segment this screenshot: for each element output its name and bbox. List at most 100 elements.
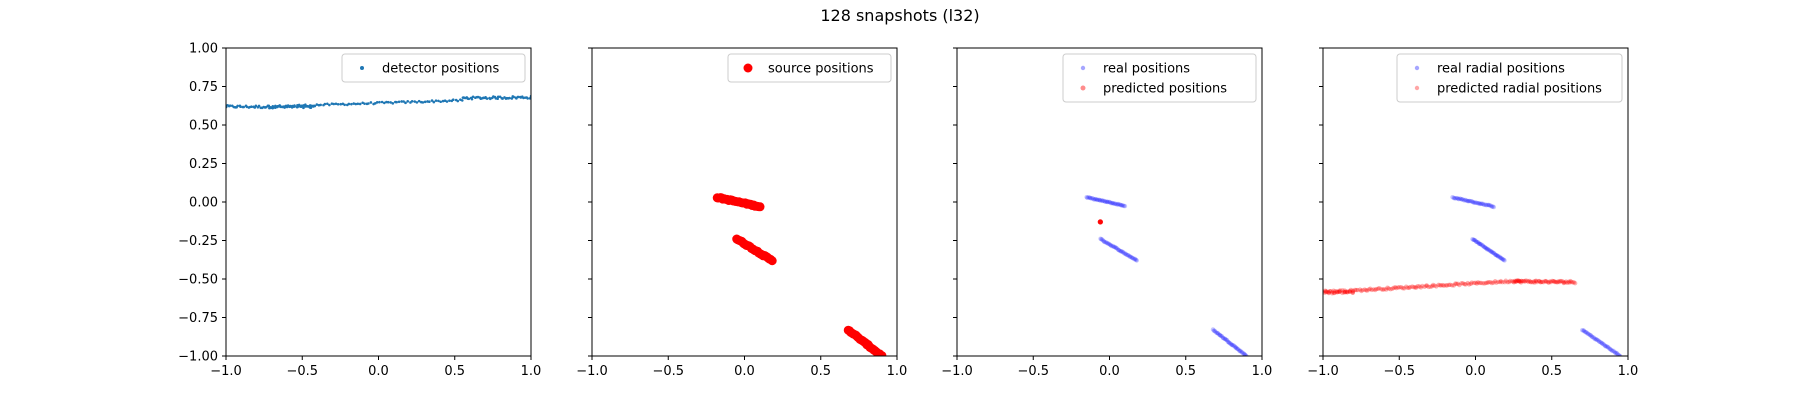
y-tick-label: 0.25 bbox=[189, 157, 218, 172]
data-point bbox=[343, 103, 346, 107]
data-point bbox=[1517, 279, 1522, 284]
data-point bbox=[1359, 288, 1364, 294]
data-point bbox=[1531, 279, 1537, 284]
data-point bbox=[1600, 341, 1605, 346]
data-point bbox=[1116, 247, 1121, 253]
x-tick-label: −1.0 bbox=[1307, 364, 1339, 379]
data-point bbox=[1490, 250, 1496, 256]
data-point bbox=[1110, 201, 1116, 206]
data-point bbox=[1469, 199, 1474, 204]
data-point bbox=[1605, 344, 1610, 350]
data-point bbox=[291, 104, 294, 108]
data-point bbox=[1467, 198, 1472, 204]
data-point bbox=[389, 101, 392, 104]
data-point bbox=[415, 101, 419, 104]
x-tick-label: 0.5 bbox=[810, 364, 831, 379]
data-point bbox=[1483, 280, 1489, 286]
data-point bbox=[1355, 287, 1360, 293]
data-point bbox=[1588, 333, 1593, 338]
legend: real positions predicted positions bbox=[1062, 53, 1257, 103]
x-tick-label: 0.5 bbox=[1541, 364, 1562, 379]
data-point bbox=[1104, 199, 1110, 205]
data-point bbox=[1449, 283, 1455, 288]
data-point bbox=[1113, 245, 1118, 250]
data-point bbox=[1455, 281, 1461, 286]
y-tick-label: 0.75 bbox=[189, 80, 218, 95]
data-point bbox=[1468, 281, 1474, 286]
data-point bbox=[1471, 237, 1477, 243]
data-point bbox=[767, 256, 777, 266]
chart-panel-4: −1.0 −0.5 0.0 0.5 1.0 real radial positions pr… bbox=[1307, 47, 1638, 379]
data-point bbox=[1543, 278, 1549, 284]
data-point bbox=[1234, 346, 1240, 351]
data-point bbox=[1120, 249, 1125, 255]
data-point bbox=[445, 100, 449, 103]
data-point bbox=[1337, 289, 1342, 295]
data-point bbox=[1593, 337, 1599, 342]
data-point bbox=[1587, 332, 1592, 337]
data-point bbox=[1116, 247, 1122, 253]
data-point bbox=[1099, 237, 1104, 242]
data-point bbox=[1538, 279, 1543, 285]
data-point bbox=[1092, 197, 1097, 202]
data-point bbox=[242, 105, 246, 109]
series-1 bbox=[226, 94, 531, 110]
series-1 bbox=[712, 193, 887, 356]
data-point bbox=[1424, 283, 1430, 288]
data-point bbox=[1479, 242, 1484, 247]
data-point bbox=[1484, 246, 1489, 251]
data-point bbox=[1352, 287, 1358, 293]
data-point bbox=[470, 97, 474, 101]
data-point bbox=[1362, 287, 1367, 292]
data-point bbox=[1516, 278, 1521, 284]
data-point bbox=[1563, 279, 1569, 284]
data-point bbox=[528, 97, 531, 100]
data-point bbox=[1513, 279, 1519, 284]
data-point bbox=[1323, 290, 1329, 295]
y-tick-label: 0.50 bbox=[189, 119, 218, 134]
data-point bbox=[1350, 288, 1355, 293]
data-point bbox=[1422, 284, 1427, 290]
data-point bbox=[1326, 289, 1331, 295]
data-point bbox=[1465, 280, 1470, 286]
data-point bbox=[1324, 289, 1330, 295]
data-point bbox=[1551, 278, 1556, 284]
data-point bbox=[1222, 336, 1227, 342]
x-tick-label: −0.5 bbox=[286, 364, 318, 379]
data-point bbox=[1613, 350, 1618, 356]
data-point bbox=[1589, 334, 1595, 339]
data-point bbox=[1231, 343, 1237, 348]
data-point bbox=[1443, 283, 1449, 288]
data-point bbox=[1237, 347, 1242, 353]
y-tick-label: −0.75 bbox=[178, 311, 218, 326]
data-point bbox=[1567, 280, 1572, 285]
data-point bbox=[1341, 290, 1347, 295]
data-point bbox=[1474, 200, 1480, 206]
data-point bbox=[1546, 279, 1551, 285]
data-point bbox=[1108, 201, 1114, 206]
data-point bbox=[1128, 254, 1133, 259]
data-point bbox=[1436, 282, 1441, 288]
data-point bbox=[1597, 339, 1602, 345]
data-point bbox=[1232, 344, 1238, 349]
data-point bbox=[1390, 286, 1395, 291]
data-point bbox=[1410, 284, 1415, 289]
data-point bbox=[1329, 291, 1335, 296]
figure-title: 128 snapshots (l32) bbox=[820, 6, 980, 25]
data-point bbox=[1357, 287, 1363, 292]
data-point bbox=[460, 99, 464, 102]
data-point bbox=[1480, 201, 1486, 207]
data-point bbox=[437, 99, 440, 103]
data-point bbox=[1424, 283, 1429, 288]
legend-marker bbox=[360, 66, 364, 70]
data-point bbox=[1115, 246, 1120, 251]
data-point bbox=[1364, 288, 1370, 293]
data-point bbox=[1459, 197, 1465, 202]
data-point bbox=[1094, 197, 1099, 202]
data-point bbox=[1104, 240, 1110, 246]
data-point bbox=[1326, 290, 1332, 295]
data-point bbox=[1550, 278, 1555, 284]
data-point bbox=[1482, 281, 1487, 286]
data-point bbox=[1447, 282, 1453, 287]
data-point bbox=[1345, 289, 1350, 295]
